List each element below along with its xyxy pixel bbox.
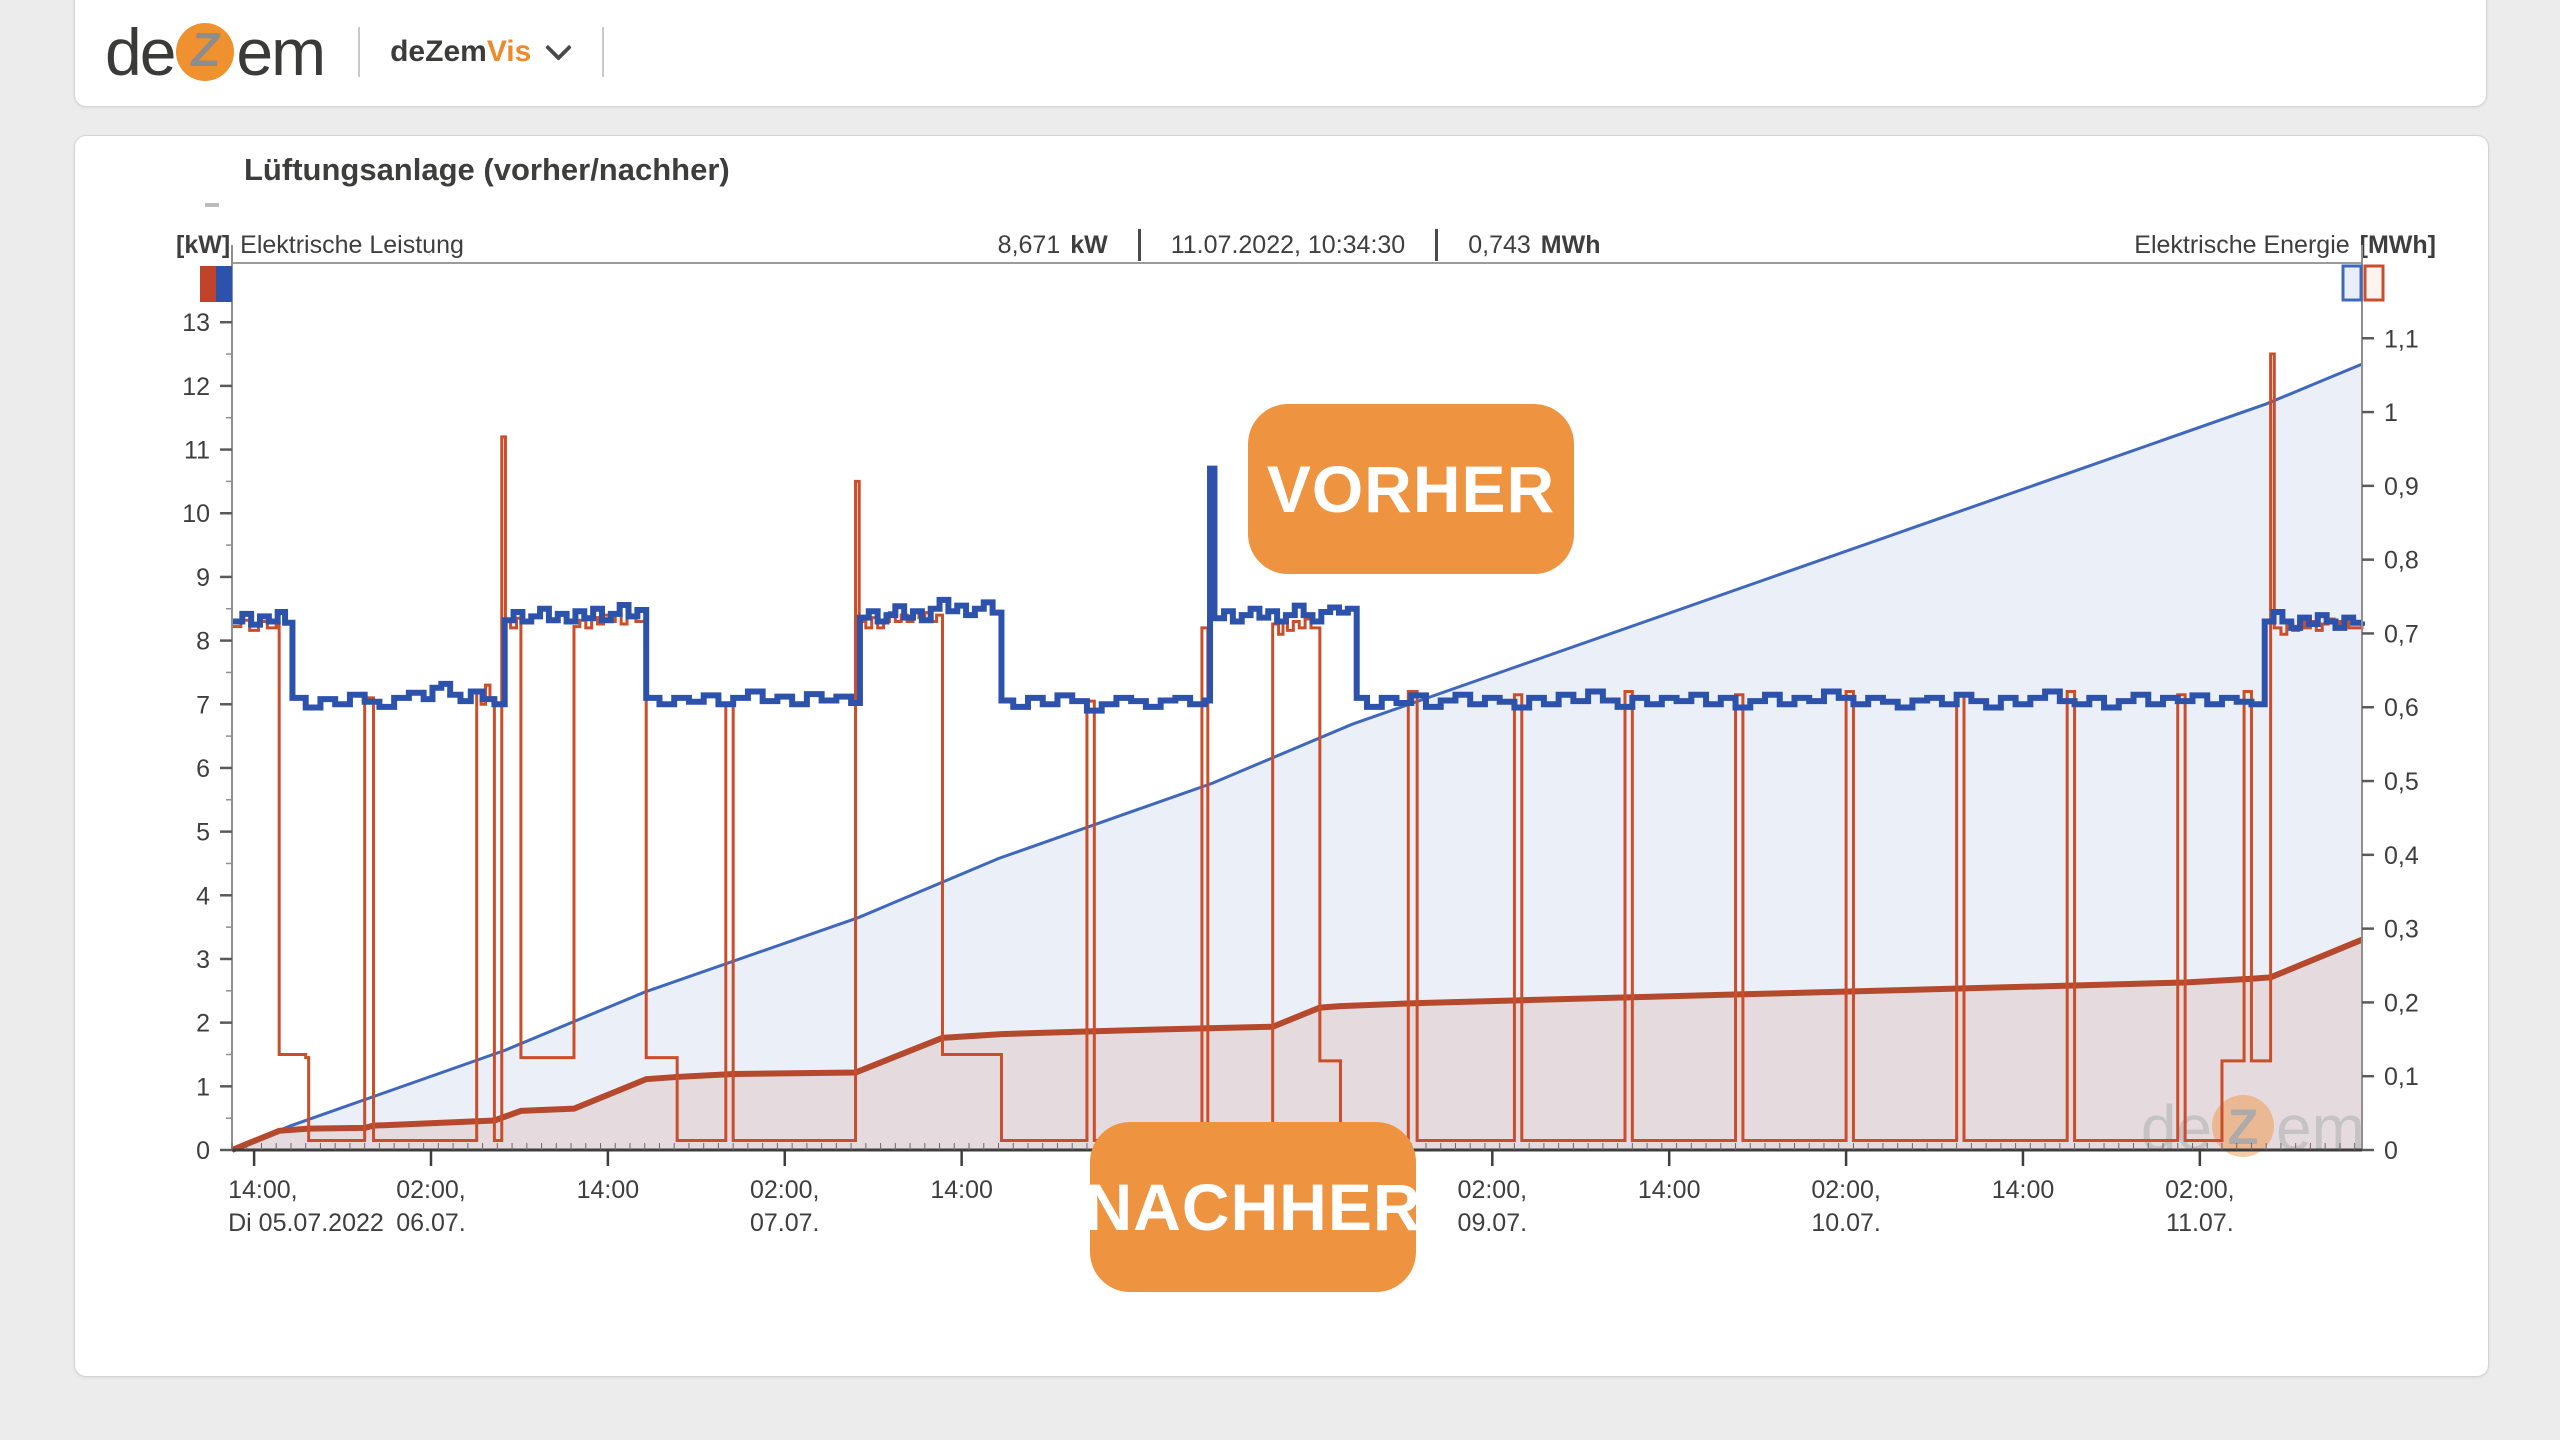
app-switcher[interactable]: deZemVis — [390, 34, 573, 69]
series-elektrische-leistung-nachher — [232, 352, 2364, 1142]
svg-text:1,1: 1,1 — [2384, 325, 2419, 353]
dezem-z-icon: Z — [176, 22, 235, 81]
svg-text:02:00,06.07.: 02:00, 06.07. — [396, 1176, 466, 1237]
svg-text:Z: Z — [2228, 1099, 2259, 1155]
svg-text:0: 0 — [2384, 1137, 2398, 1165]
svg-text:02:00,10.07.: 02:00, 10.07. — [1811, 1176, 1881, 1237]
svg-text:2: 2 — [196, 1010, 210, 1038]
chart-plot-area[interactable] — [232, 263, 2362, 1150]
dezem-logo: de Z em — [105, 14, 326, 89]
svg-text:8: 8 — [196, 628, 210, 656]
energy-lines — [230, 362, 2364, 1153]
svg-text:0,8: 0,8 — [2384, 547, 2419, 575]
svg-text:4: 4 — [196, 882, 210, 910]
svg-text:em: em — [2276, 1092, 2365, 1164]
svg-text:7: 7 — [196, 691, 210, 719]
svg-text:0,1: 0,1 — [2384, 1063, 2419, 1091]
svg-text:14:00: 14:00 — [930, 1176, 993, 1204]
y-axis-right: 0 0,1 0,2 0,3 0,4 0,5 0,6 0,7 0,8 0,9 1 1,1 — [2362, 325, 2419, 1165]
svg-text:0,2: 0,2 — [2384, 989, 2419, 1017]
svg-text:0,9: 0,9 — [2384, 473, 2419, 501]
svg-text:6: 6 — [196, 755, 210, 783]
svg-text:02:00,09.07.: 02:00, 09.07. — [1458, 1176, 1528, 1237]
svg-text:02:00,07.07.: 02:00, 07.07. — [750, 1176, 820, 1237]
svg-text:0,7: 0,7 — [2384, 620, 2419, 648]
power-lines — [232, 352, 2365, 1142]
app-name-prefix: deZem — [390, 34, 487, 68]
page-title: Lüftungsanlage (vorher/nachher) — [244, 152, 730, 187]
divider — [602, 26, 605, 77]
series-elektrische-energie-nachher — [230, 936, 2364, 1153]
svg-text:14:00: 14:00 — [1638, 1176, 1701, 1204]
readout-energy-unit: MWh — [1540, 230, 1601, 259]
legend-power-nachher-swatch — [200, 266, 216, 302]
svg-text:02:00,11.07.: 02:00, 11.07. — [2165, 1176, 2235, 1237]
cursor-readout: 8,671 kW 11.07.2022, 10:34:30 0,743 MWh — [997, 229, 1601, 261]
series-elektrische-leistung-vorher — [232, 465, 2365, 714]
svg-text:9: 9 — [196, 564, 210, 592]
svg-text:14:00: 14:00 — [577, 1176, 640, 1204]
svg-text:10: 10 — [182, 500, 210, 528]
chart-header: [kW] Elektrische Leistung 8,671 kW 11.07… — [176, 226, 2436, 264]
svg-text:0,6: 0,6 — [2384, 694, 2419, 722]
svg-text:14:00: 14:00 — [1992, 1176, 2055, 1204]
readout-separator — [1435, 229, 1439, 261]
divider — [358, 26, 361, 77]
left-axis-title: [kW] Elektrische Leistung — [176, 231, 464, 260]
svg-text:1: 1 — [196, 1073, 210, 1101]
svg-text:3: 3 — [196, 946, 210, 974]
svg-text:5: 5 — [196, 819, 210, 847]
app-name-suffix: Vis — [486, 34, 532, 68]
logo-text-em: em — [236, 14, 326, 89]
legend-swatches — [200, 264, 2385, 302]
svg-text:0,3: 0,3 — [2384, 916, 2419, 944]
right-axis-label: Elektrische Energie — [2134, 230, 2350, 259]
readout-energy-value: 0,743 — [1468, 230, 1531, 259]
svg-text:14:00,Di 05.07.2022: 14:00, Di 05.07.2022 — [228, 1176, 384, 1237]
annotation-badge-nachher: NACHHER — [1085, 1122, 1421, 1292]
svg-text:12: 12 — [182, 373, 210, 401]
readout-timestamp: 11.07.2022, 10:34:30 — [1170, 230, 1406, 259]
legend-energy-swatch-0 — [2341, 264, 2363, 302]
svg-text:1: 1 — [2384, 399, 2398, 427]
legend-energy-swatch-1 — [2363, 264, 2385, 302]
annotation-badge-vorher: VORHER — [1248, 404, 1574, 574]
legend-power-vorher-swatch — [216, 266, 232, 302]
svg-text:13: 13 — [182, 309, 210, 337]
svg-text:0: 0 — [196, 1137, 210, 1165]
left-axis-label: Elektrische Leistung — [240, 230, 464, 259]
right-axis-title: Elektrische Energie [MWh] — [2134, 231, 2436, 260]
top-bar: de Z em deZemVis — [74, 0, 2487, 107]
right-axis-unit: [MWh] — [2359, 230, 2436, 259]
readout-power-unit: kW — [1070, 230, 1108, 259]
series-elektrische-energie-vorher — [231, 362, 2363, 1152]
logo-text-de: de — [105, 14, 176, 89]
svg-text:11: 11 — [184, 437, 210, 465]
panel-handle — [205, 203, 219, 207]
svg-text:0,5: 0,5 — [2384, 768, 2419, 796]
svg-text:0,4: 0,4 — [2384, 842, 2419, 870]
readout-separator — [1137, 229, 1141, 261]
readout-power-value: 8,671 — [997, 230, 1061, 259]
left-axis-unit: [kW] — [176, 230, 231, 259]
